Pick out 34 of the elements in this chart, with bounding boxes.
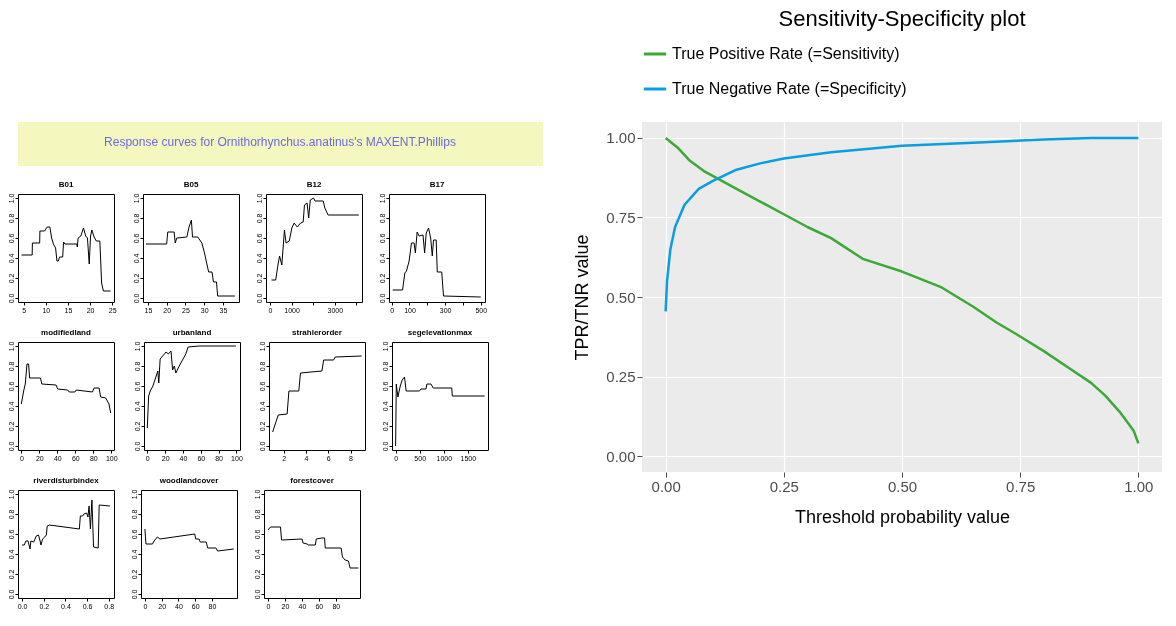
line-series [271, 197, 360, 281]
text: Response curves for Ornithorhynchus.anatinus's MAXENT.Phillips [104, 135, 456, 149]
chart-title: B17 [429, 180, 445, 190]
chart-title: forestcover [290, 476, 334, 486]
chart-title: segelevationmax [407, 328, 473, 338]
chart-title: woodlandcover [158, 476, 219, 486]
chart-title: Sensitivity-Specificity plot [778, 6, 1026, 31]
legend-label: True Positive Rate (=Sensitivity) [672, 45, 900, 62]
legend-label: True Negative Rate (=Specificity) [672, 80, 907, 97]
x-tick-label: 0.00 [651, 477, 681, 495]
x-tick-label: 0.50 [887, 477, 918, 495]
chart-title: urbanland [172, 328, 212, 338]
y-tick-label: 1.00 [606, 129, 636, 147]
x-tick-label: 1.00 [1124, 477, 1154, 495]
chart-title: riverdisturbindex [33, 476, 100, 486]
line-series [664, 136, 1140, 313]
x-tick-label: 0.25 [769, 477, 799, 495]
line-series [664, 136, 1140, 445]
chart-title: B01 [58, 180, 74, 190]
y-tick-label: 0.25 [606, 368, 636, 386]
chart-title: strahlerorder [292, 328, 342, 338]
chart-title: B05 [183, 180, 199, 190]
line-series [21, 226, 111, 292]
line-series [395, 376, 486, 447]
line-series [392, 227, 482, 298]
y-axis-title: TPR/TNR value [572, 234, 593, 361]
line-series [21, 499, 111, 550]
line-series [272, 355, 363, 433]
x-axis-title: Threshold probability value [794, 506, 1011, 527]
y-tick-label: 0.75 [606, 208, 636, 226]
chart-title: modifiedland [41, 328, 91, 338]
line-series [144, 528, 235, 552]
x-tick-label: 0.75 [1006, 477, 1036, 495]
chart-title: B12 [306, 180, 322, 190]
